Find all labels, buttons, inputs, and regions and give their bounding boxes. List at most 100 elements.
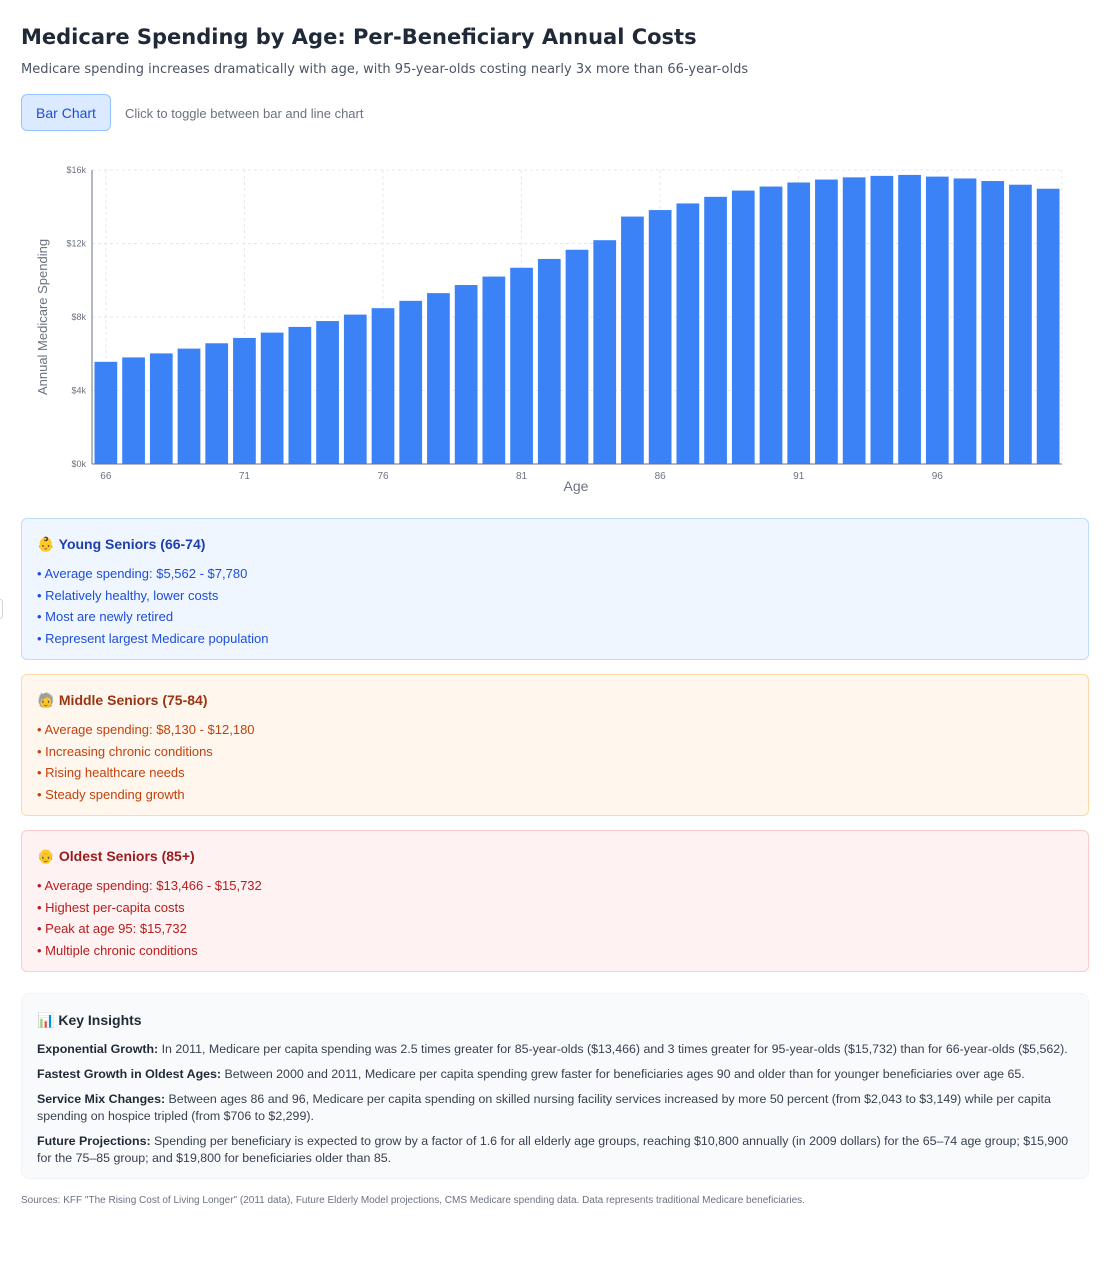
bar [704,196,727,464]
list-item: • Average spending: $5,562 - $7,780 [37,566,248,581]
list-item: • Relatively healthy, lower costs [37,587,219,603]
axes: $0k $4k $8k $12k $16k 66 71 76 81 86 91 96 [66,165,1062,482]
oldest-seniors-title: 👴 Oldest Seniors (85+) [37,848,195,865]
x-tick-label: 81 [516,471,528,482]
baby-icon: 👶 [37,536,55,552]
bar [343,314,367,464]
bar [1036,188,1060,464]
middle-seniors-list: • Average spending: $8,130 - $12,180 • I… [37,719,255,806]
bar [925,176,949,465]
oldest-seniors-card: 👴 Oldest Seniors (85+) • Average spendin… [21,830,1089,972]
middle-seniors-title: 🧓 Middle Seniors (75-84) [37,692,207,709]
y-tick-label: $16k [66,165,86,175]
list-item: • Average spending: $8,130 - $12,180 [37,722,255,737]
middle-seniors-card: 🧓 Middle Seniors (75-84) • Average spend… [21,674,1089,816]
bar [122,357,145,464]
bar [1009,184,1032,464]
bars [94,174,1060,465]
young-seniors-title: 👶 Young Seniors (66-74) [37,536,205,553]
bar [731,190,755,464]
oldest-seniors-title-text: Oldest Seniors (85+) [58,848,195,864]
x-tick-label: 91 [793,471,805,482]
x-tick-label: 96 [932,471,944,482]
insight-item: Service Mix Changes: Between ages 86 and… [37,1091,1073,1125]
key-insights-title: 📊 Key Insights [37,1012,1073,1029]
bar [870,175,894,464]
bar [621,216,644,464]
insight-item: Fastest Growth in Oldest Ages: Between 2… [37,1066,1073,1083]
key-insights-panel: 📊 Key Insights Exponential Growth: In 20… [21,993,1089,1179]
bar [177,348,201,464]
bar [593,240,617,464]
bar [205,343,229,464]
bar-chart-icon: 📊 [37,1012,55,1028]
bar [815,179,838,464]
x-tick-label: 71 [239,471,251,482]
insight-label: Future Projections: [37,1134,151,1148]
bar [676,203,700,464]
insight-text: Between 2000 and 2011, Medicare per capi… [221,1067,1025,1081]
sources-note: Sources: KFF "The Rising Cost of Living … [21,1195,805,1206]
list-item: • Increasing chronic conditions [37,743,213,759]
bar [454,285,478,464]
spending-chart: $0k $4k $8k $12k $16k 66 71 76 81 86 91 96 Annual M… [21,150,1089,500]
list-item: • Peak at age 95: $15,732 [37,921,187,937]
x-tick-label: 66 [100,471,112,482]
young-seniors-card: 👶 Young Seniors (66-74) • Average spendi… [21,518,1089,660]
bar [787,182,811,464]
bar [427,293,450,464]
bar [260,332,284,464]
bar [288,326,312,464]
list-item: • Represent largest Medicare population [37,631,269,647]
page-subtitle: Medicare spending increases dramatically… [21,62,749,77]
insight-label: Service Mix Changes: [37,1092,166,1106]
insight-item: Exponential Growth: In 2011, Medicare pe… [37,1041,1073,1058]
middle-seniors-title-text: Middle Seniors (75-84) [58,692,208,708]
bar [953,178,977,464]
x-axis-label: Age [564,478,589,494]
bar [648,210,672,464]
list-item: • Most are newly retired [37,609,174,625]
bar [149,353,173,464]
scroll-edge-tab[interactable] [0,599,3,619]
bar [842,177,866,464]
list-item: • Rising healthcare needs [37,765,185,781]
bar-chart-svg: $0k $4k $8k $12k $16k 66 71 76 81 86 91 96 Annual M… [35,165,1063,494]
bar [510,267,533,464]
young-seniors-title-text: Young Seniors (66-74) [58,536,206,552]
insight-text: Between ages 86 and 96, Medicare per cap… [37,1092,1051,1123]
insight-text: Spending per beneficiary is expected to … [37,1134,1069,1165]
bar [482,276,506,464]
bar [316,321,339,464]
young-seniors-list: • Average spending: $5,562 - $7,780 • Re… [37,563,268,650]
y-tick-label: $12k [66,239,86,249]
older-adult-icon: 🧓 [37,692,55,708]
list-item: • Highest per-capita costs [37,899,185,915]
page-title: Medicare Spending by Age: Per-Beneficiar… [21,25,697,49]
bar [537,258,561,464]
chart-type-toggle-button[interactable]: Bar Chart [21,94,111,131]
key-insights-title-text: Key Insights [58,1012,142,1028]
list-item: • Average spending: $13,466 - $15,732 [37,878,262,893]
bar [981,181,1005,464]
y-tick-label: $4k [71,386,86,396]
list-item: • Multiple chronic conditions [37,943,198,959]
y-tick-label: $8k [71,312,86,322]
insight-label: Fastest Growth in Oldest Ages: [37,1067,222,1081]
oldest-seniors-list: • Average spending: $13,466 - $15,732 • … [37,875,262,962]
bar [94,361,118,464]
x-tick-label: 76 [377,471,389,482]
bar [565,249,589,464]
bar [759,186,783,464]
bar [233,337,256,464]
insight-item: Future Projections: Spending per benefic… [37,1133,1073,1167]
x-tick-label: 86 [655,471,667,482]
y-axis-label: Annual Medicare Spending [35,239,50,395]
bar [898,174,921,464]
old-man-icon: 👴 [37,848,55,864]
bar [371,308,395,464]
insight-text: In 2011, Medicare per capita spending wa… [158,1042,1068,1056]
toggle-hint: Click to toggle between bar and line cha… [125,106,364,121]
list-item: • Steady spending growth [37,787,185,803]
bar [399,300,423,464]
